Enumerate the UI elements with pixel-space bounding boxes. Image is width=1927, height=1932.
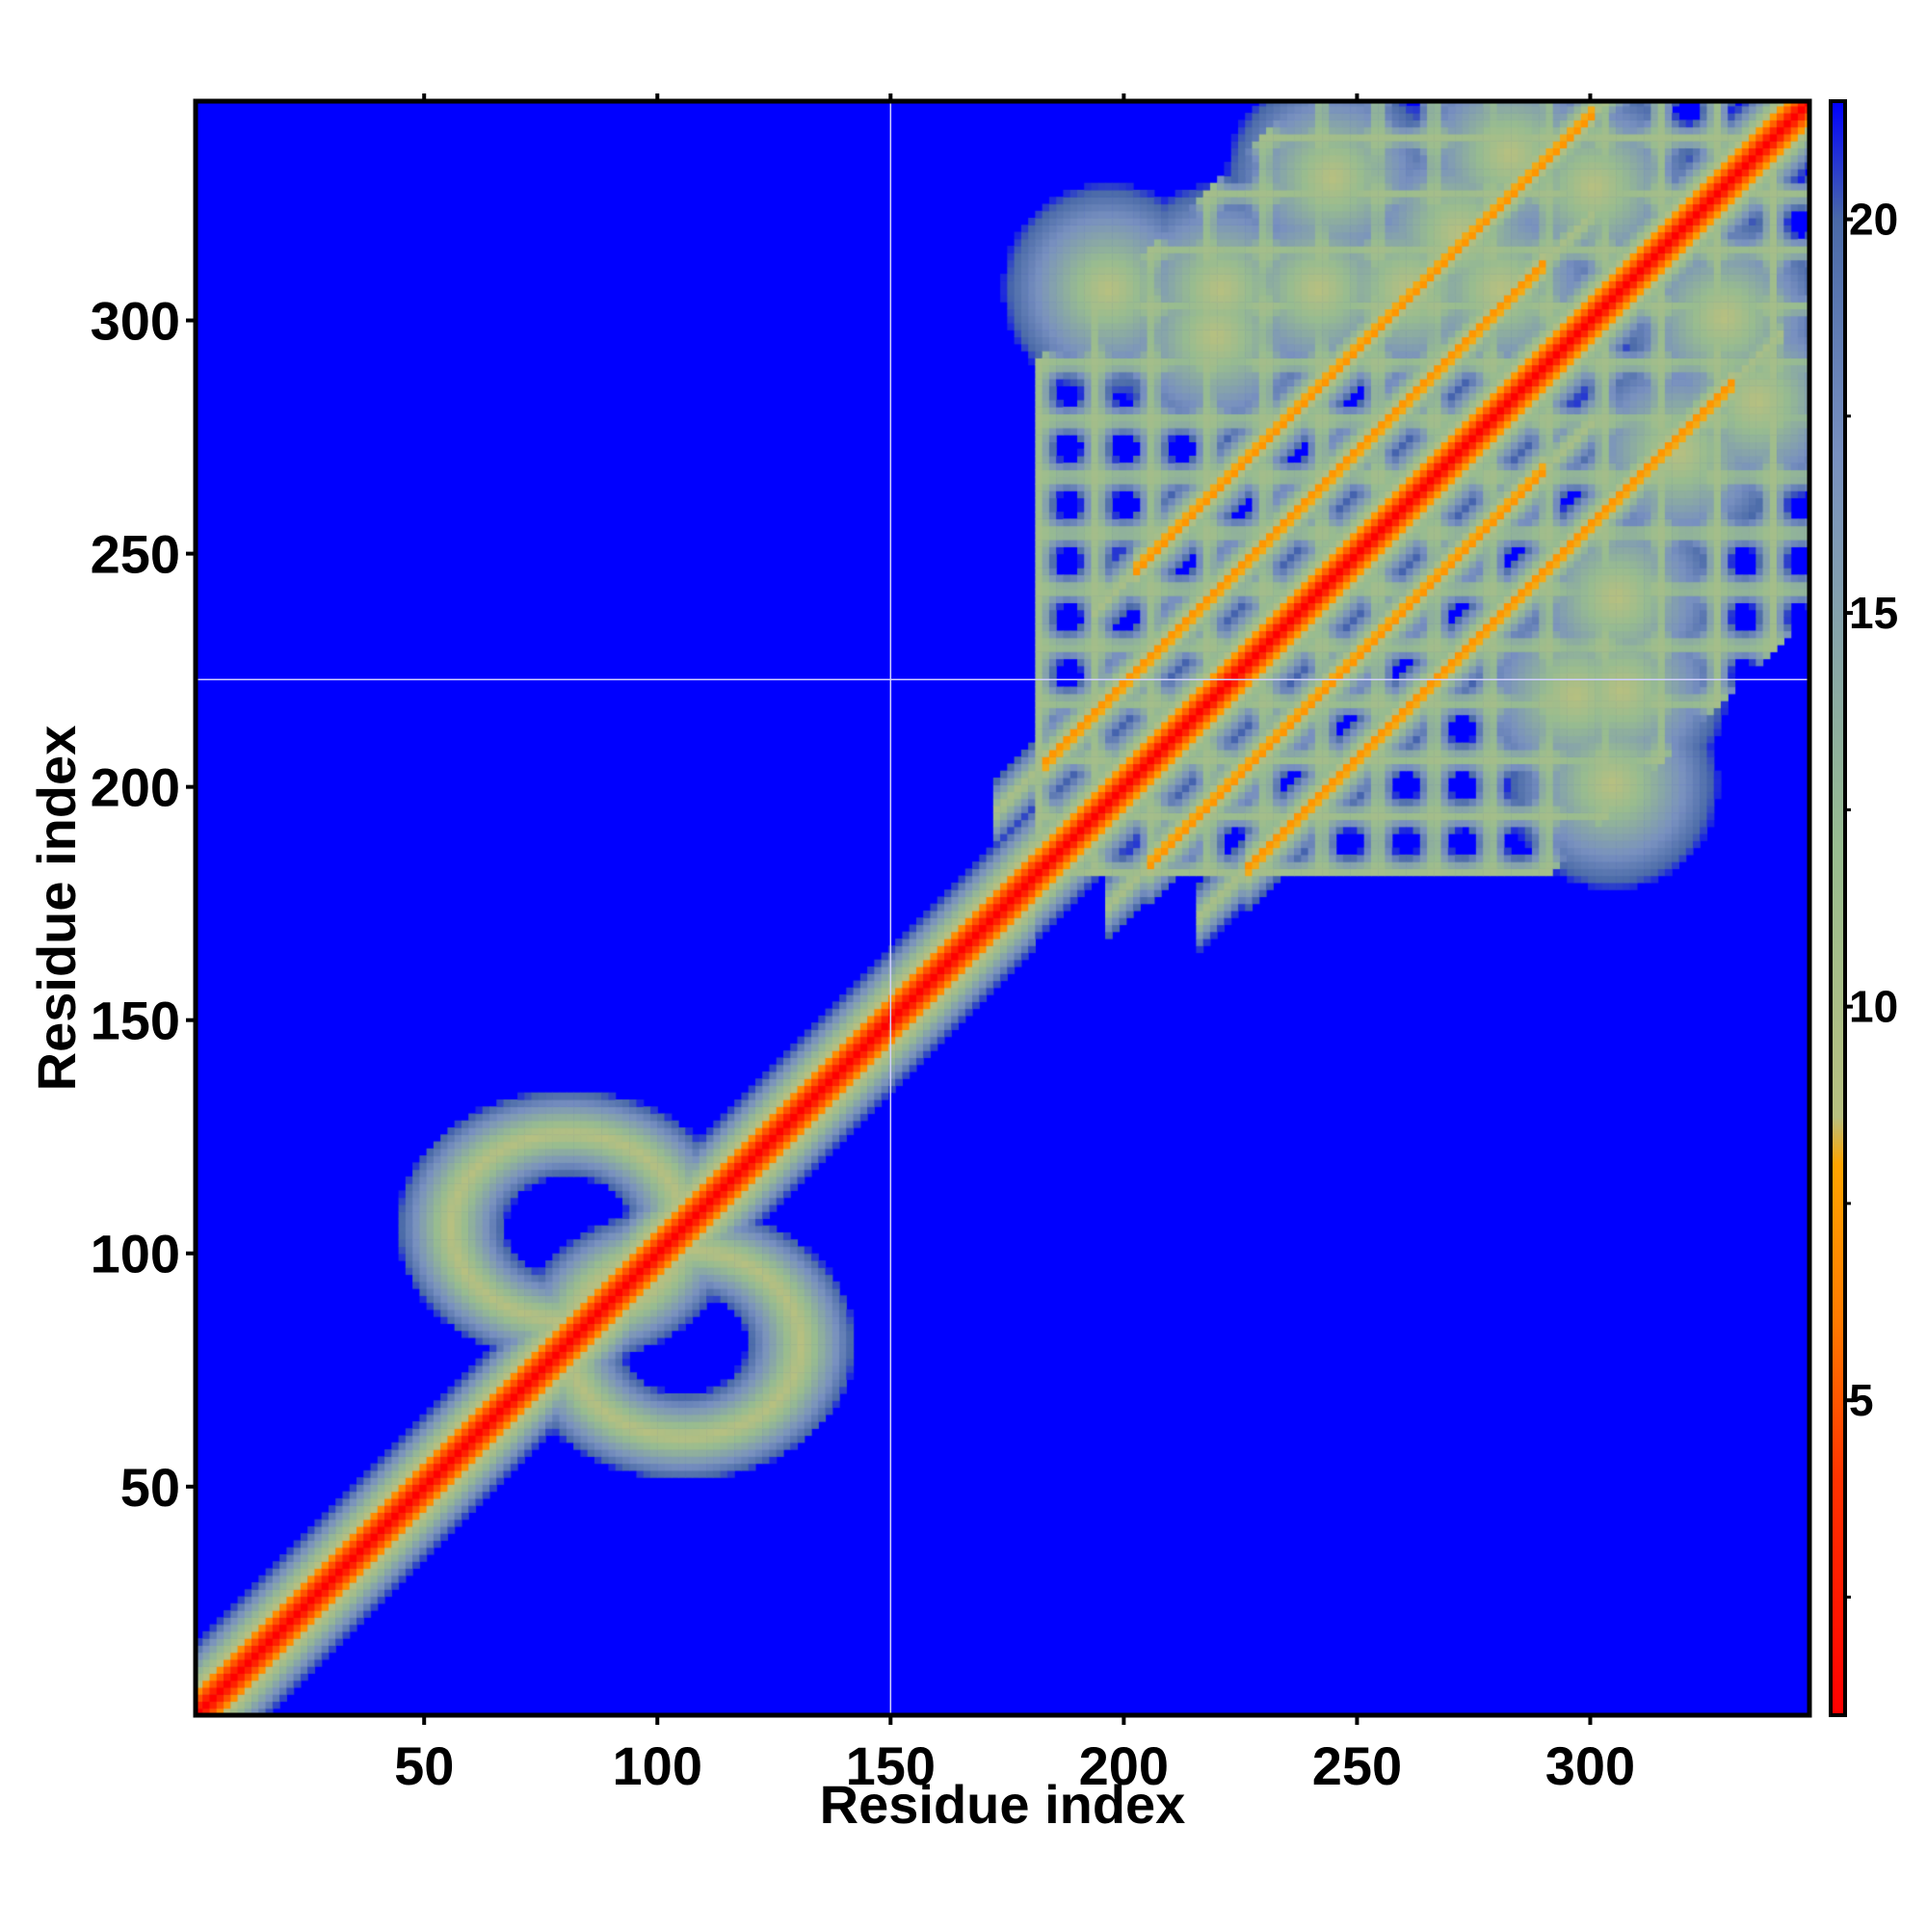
colorbar: 5 10 15 20 [1829,99,1898,1717]
y-tick-label: 300 [91,291,180,352]
x-tick-label: 100 [613,1735,702,1796]
grid-lines [196,101,1809,1715]
x-tick-label: 150 [846,1735,936,1796]
y-tick-label: 50 [120,1457,180,1518]
x-axis-label: Residue index [820,1774,1186,1835]
x-tick-label: 300 [1545,1735,1635,1796]
y-tick-label: 100 [91,1224,180,1284]
y-tick-label: 150 [91,991,180,1051]
heatmap-cells [196,101,1809,1715]
x-tick-label: 50 [394,1735,454,1796]
x-tick-label: 250 [1312,1735,1402,1796]
colorbar-tick-label: 10 [1849,982,1898,1032]
colorbar-tick-label: 15 [1849,588,1898,638]
heatmap-image [196,101,1809,1715]
colorbar-tick-label: 5 [1849,1375,1874,1425]
colorbar-gradient [1829,99,1847,1717]
plot-frame [193,98,1812,1718]
x-tick-label: 200 [1079,1735,1169,1796]
x-axis-ticks: 50 100 150 200 250 300 [394,93,1635,1796]
colorbar-tick-label: 20 [1849,195,1898,245]
y-axis-label: Residue index [26,726,87,1092]
y-tick-label: 250 [91,524,180,585]
y-tick-label: 200 [91,757,180,818]
y-axis-ticks: 50 100 150 200 250 300 [91,291,196,1518]
